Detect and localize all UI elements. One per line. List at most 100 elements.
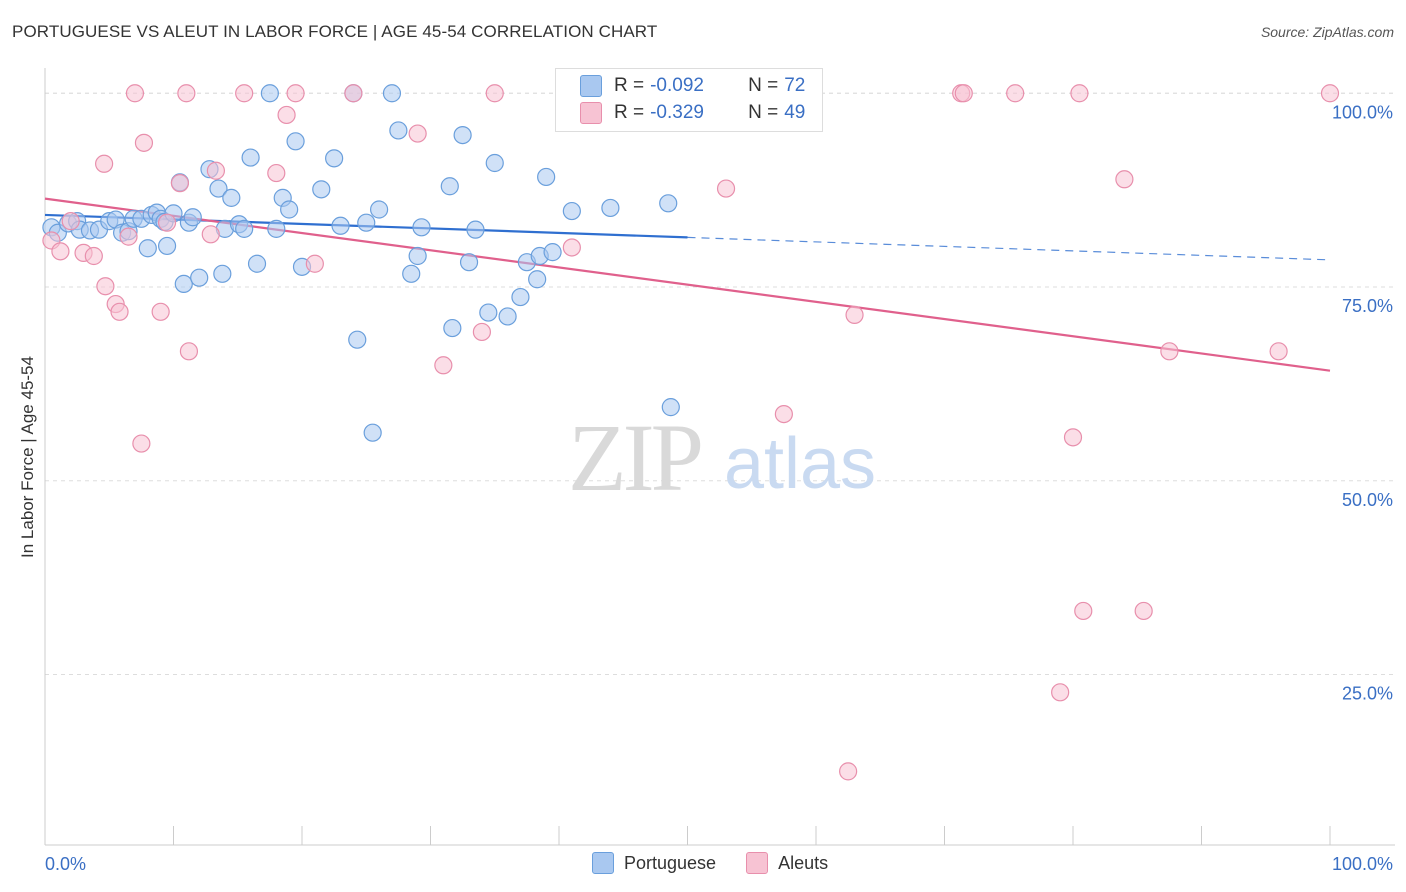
series-legend: Portuguese Aleuts xyxy=(592,852,858,874)
aleuts-point xyxy=(134,133,154,152)
x-tick-label: 0.0% xyxy=(45,854,86,874)
aleuts-point xyxy=(61,212,80,231)
portuguese-trend-extension xyxy=(687,236,1331,261)
aleuts-point xyxy=(434,356,453,375)
portuguese-point xyxy=(157,236,177,256)
portuguese-point xyxy=(537,167,556,187)
portuguese-point xyxy=(325,149,344,168)
portuguese-point xyxy=(601,198,620,218)
portuguese-point xyxy=(241,148,260,167)
watermark-atlas: atlas xyxy=(724,424,876,504)
aleuts-point xyxy=(267,163,286,183)
aleuts-point xyxy=(1269,342,1288,361)
legend-r-label: R = xyxy=(614,75,645,96)
portuguese-point xyxy=(382,84,402,103)
aleuts-point xyxy=(485,84,504,103)
y-tick-label: 50.0% xyxy=(1342,490,1393,510)
portuguese-point xyxy=(408,246,427,266)
aleuts-point xyxy=(157,213,177,232)
portuguese-point xyxy=(498,307,517,326)
portuguese-point xyxy=(485,153,504,173)
legend-row-portuguese: R = -0.092 N = 72 xyxy=(580,73,805,99)
portuguese-point xyxy=(213,264,232,283)
data-points xyxy=(42,84,1340,781)
legend-swatch-portuguese xyxy=(592,852,614,874)
aleuts-point xyxy=(235,84,254,103)
aleuts-point xyxy=(110,302,129,321)
aleuts-point xyxy=(277,105,296,125)
aleuts-point xyxy=(845,305,864,324)
portuguese-point xyxy=(659,194,678,213)
aleuts-point xyxy=(170,174,190,193)
aleuts-point xyxy=(839,762,858,781)
portuguese-point xyxy=(280,200,299,219)
legend-n-label: N = xyxy=(748,75,779,96)
aleuts-point xyxy=(1115,170,1134,189)
grid-lines xyxy=(45,92,1395,675)
portuguese-point xyxy=(235,219,254,238)
x-tick-label: 100.0% xyxy=(1332,854,1393,874)
aleuts-point xyxy=(132,434,151,453)
aleuts-point xyxy=(408,124,427,143)
portuguese-point xyxy=(138,239,157,258)
aleuts-point xyxy=(125,84,145,103)
y-tick-label: 25.0% xyxy=(1342,684,1393,704)
aleuts-point xyxy=(1320,84,1340,103)
portuguese-point xyxy=(370,200,389,219)
aleuts-point xyxy=(96,277,115,296)
aleuts-point xyxy=(344,84,363,103)
legend-n-value: 72 xyxy=(784,75,806,96)
legend-row-aleuts: R = -0.329 N = 49 xyxy=(580,100,805,126)
aleuts-point xyxy=(95,154,114,173)
stats-legend: R = -0.092 N = 72 R = -0.329 N = 49 xyxy=(555,68,823,132)
portuguese-point xyxy=(440,177,459,196)
portuguese-point xyxy=(363,423,382,442)
portuguese-point xyxy=(459,253,479,272)
legend-swatch-portuguese xyxy=(580,75,602,97)
tick-labels: 25.0% 50.0% 75.0% 100.0% 0.0% 100.0% xyxy=(45,102,1393,874)
aleuts-point xyxy=(716,179,736,198)
portuguese-point xyxy=(222,188,241,207)
aleuts-point xyxy=(179,342,199,361)
legend-n-value: 49 xyxy=(784,102,806,123)
portuguese-point xyxy=(286,132,305,151)
portuguese-point xyxy=(661,398,680,417)
y-tick-label: 100.0% xyxy=(1332,102,1393,122)
portuguese-point xyxy=(453,126,472,145)
aleuts-point xyxy=(1006,84,1025,103)
aleuts-point xyxy=(201,225,220,244)
aleuts-point xyxy=(1051,683,1070,702)
portuguese-point xyxy=(348,330,367,349)
portuguese-point xyxy=(183,208,202,227)
legend-r-value: -0.092 xyxy=(650,75,704,96)
portuguese-point xyxy=(466,220,485,239)
portuguese-point xyxy=(443,318,462,338)
legend-swatch-aleuts xyxy=(746,852,769,874)
portuguese-point xyxy=(412,218,431,237)
portuguese-point xyxy=(528,270,547,289)
portuguese-point xyxy=(562,201,581,221)
portuguese-point xyxy=(543,243,562,262)
legend-label-portuguese: Portuguese xyxy=(624,852,717,873)
axes xyxy=(44,68,1395,846)
aleuts-point xyxy=(151,302,170,321)
portuguese-point xyxy=(190,268,209,287)
portuguese-point xyxy=(247,254,267,273)
aleuts-point xyxy=(1063,428,1083,447)
portuguese-point xyxy=(209,179,228,198)
aleuts-point xyxy=(84,246,103,266)
source-label: Source: ZipAtlas.com xyxy=(1260,24,1394,40)
aleuts-point xyxy=(774,405,793,424)
aleuts-point xyxy=(305,254,324,273)
portuguese-point xyxy=(402,264,421,283)
legend-item-aleuts[interactable]: Aleuts xyxy=(746,852,828,874)
portuguese-point xyxy=(312,180,331,199)
legend-item-portuguese[interactable]: Portuguese xyxy=(592,852,716,874)
aleuts-point xyxy=(1134,601,1153,621)
y-tick-label: 75.0% xyxy=(1342,296,1393,316)
aleuts-point xyxy=(51,242,70,261)
aleuts-point xyxy=(119,227,138,246)
aleuts-point xyxy=(1070,84,1089,103)
aleuts-point xyxy=(286,84,305,103)
legend-swatch-aleuts xyxy=(580,102,602,124)
